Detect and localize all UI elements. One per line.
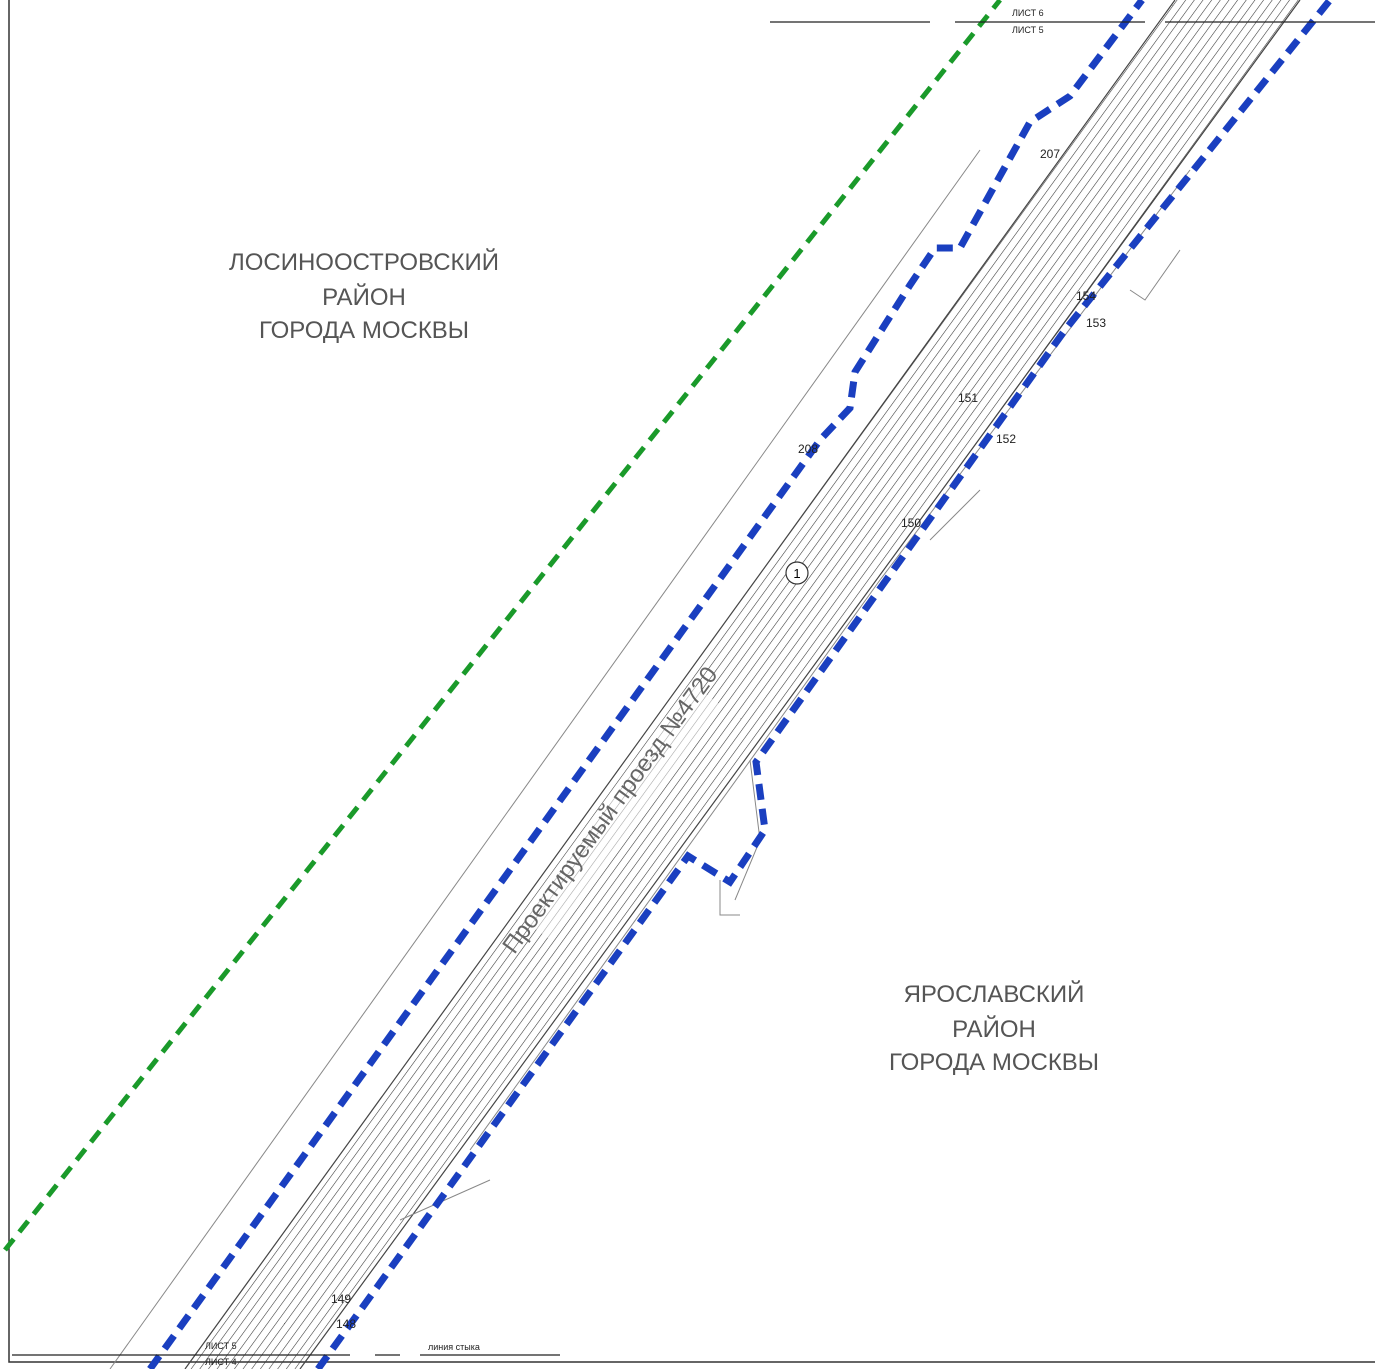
red-line-left <box>147 0 1145 1369</box>
point-number: 208 <box>798 442 818 456</box>
sheet-label: ЛИСТ 4 <box>205 1357 237 1367</box>
district-name: ЯРОСЛАВСКИЙ <box>904 980 1085 1008</box>
road-edge <box>184 0 1176 1369</box>
point-number: 148 <box>336 1317 356 1331</box>
point-number: 151 <box>958 391 978 405</box>
district-name: ГОРОДА МОСКВЫ <box>259 317 469 344</box>
point-number: 149 <box>331 1292 351 1306</box>
road-hatch <box>185 0 1300 1369</box>
district-name: ЛОСИНООСТРОВСКИЙ <box>229 248 499 276</box>
point-number: 154 <box>1076 289 1096 303</box>
district-name: РАЙОН <box>952 1015 1036 1043</box>
district-boundary <box>3 0 1002 1252</box>
sheet-label: ЛИСТ 5 <box>1012 25 1044 35</box>
point-number: 207 <box>1040 147 1060 161</box>
point-number: 153 <box>1086 316 1106 330</box>
road-label-bg <box>519 682 723 941</box>
point-number: 152 <box>996 432 1016 446</box>
zone-number: 1 <box>793 566 800 581</box>
district-name: ГОРОДА МОСКВЫ <box>889 1049 1099 1076</box>
joint-lines <box>12 21 1375 1356</box>
sheet-label: ЛИСТ 6 <box>1012 8 1044 18</box>
frame <box>8 0 1375 1363</box>
red-line-right <box>315 0 1333 1369</box>
road-edge <box>299 0 1301 1369</box>
sheet-label: ЛИСТ 5 <box>205 1341 237 1351</box>
district-name: РАЙОН <box>322 283 406 311</box>
zone-marker <box>785 561 809 585</box>
joint-label: линия стыка <box>428 1342 480 1352</box>
point-number: 150 <box>901 516 921 530</box>
